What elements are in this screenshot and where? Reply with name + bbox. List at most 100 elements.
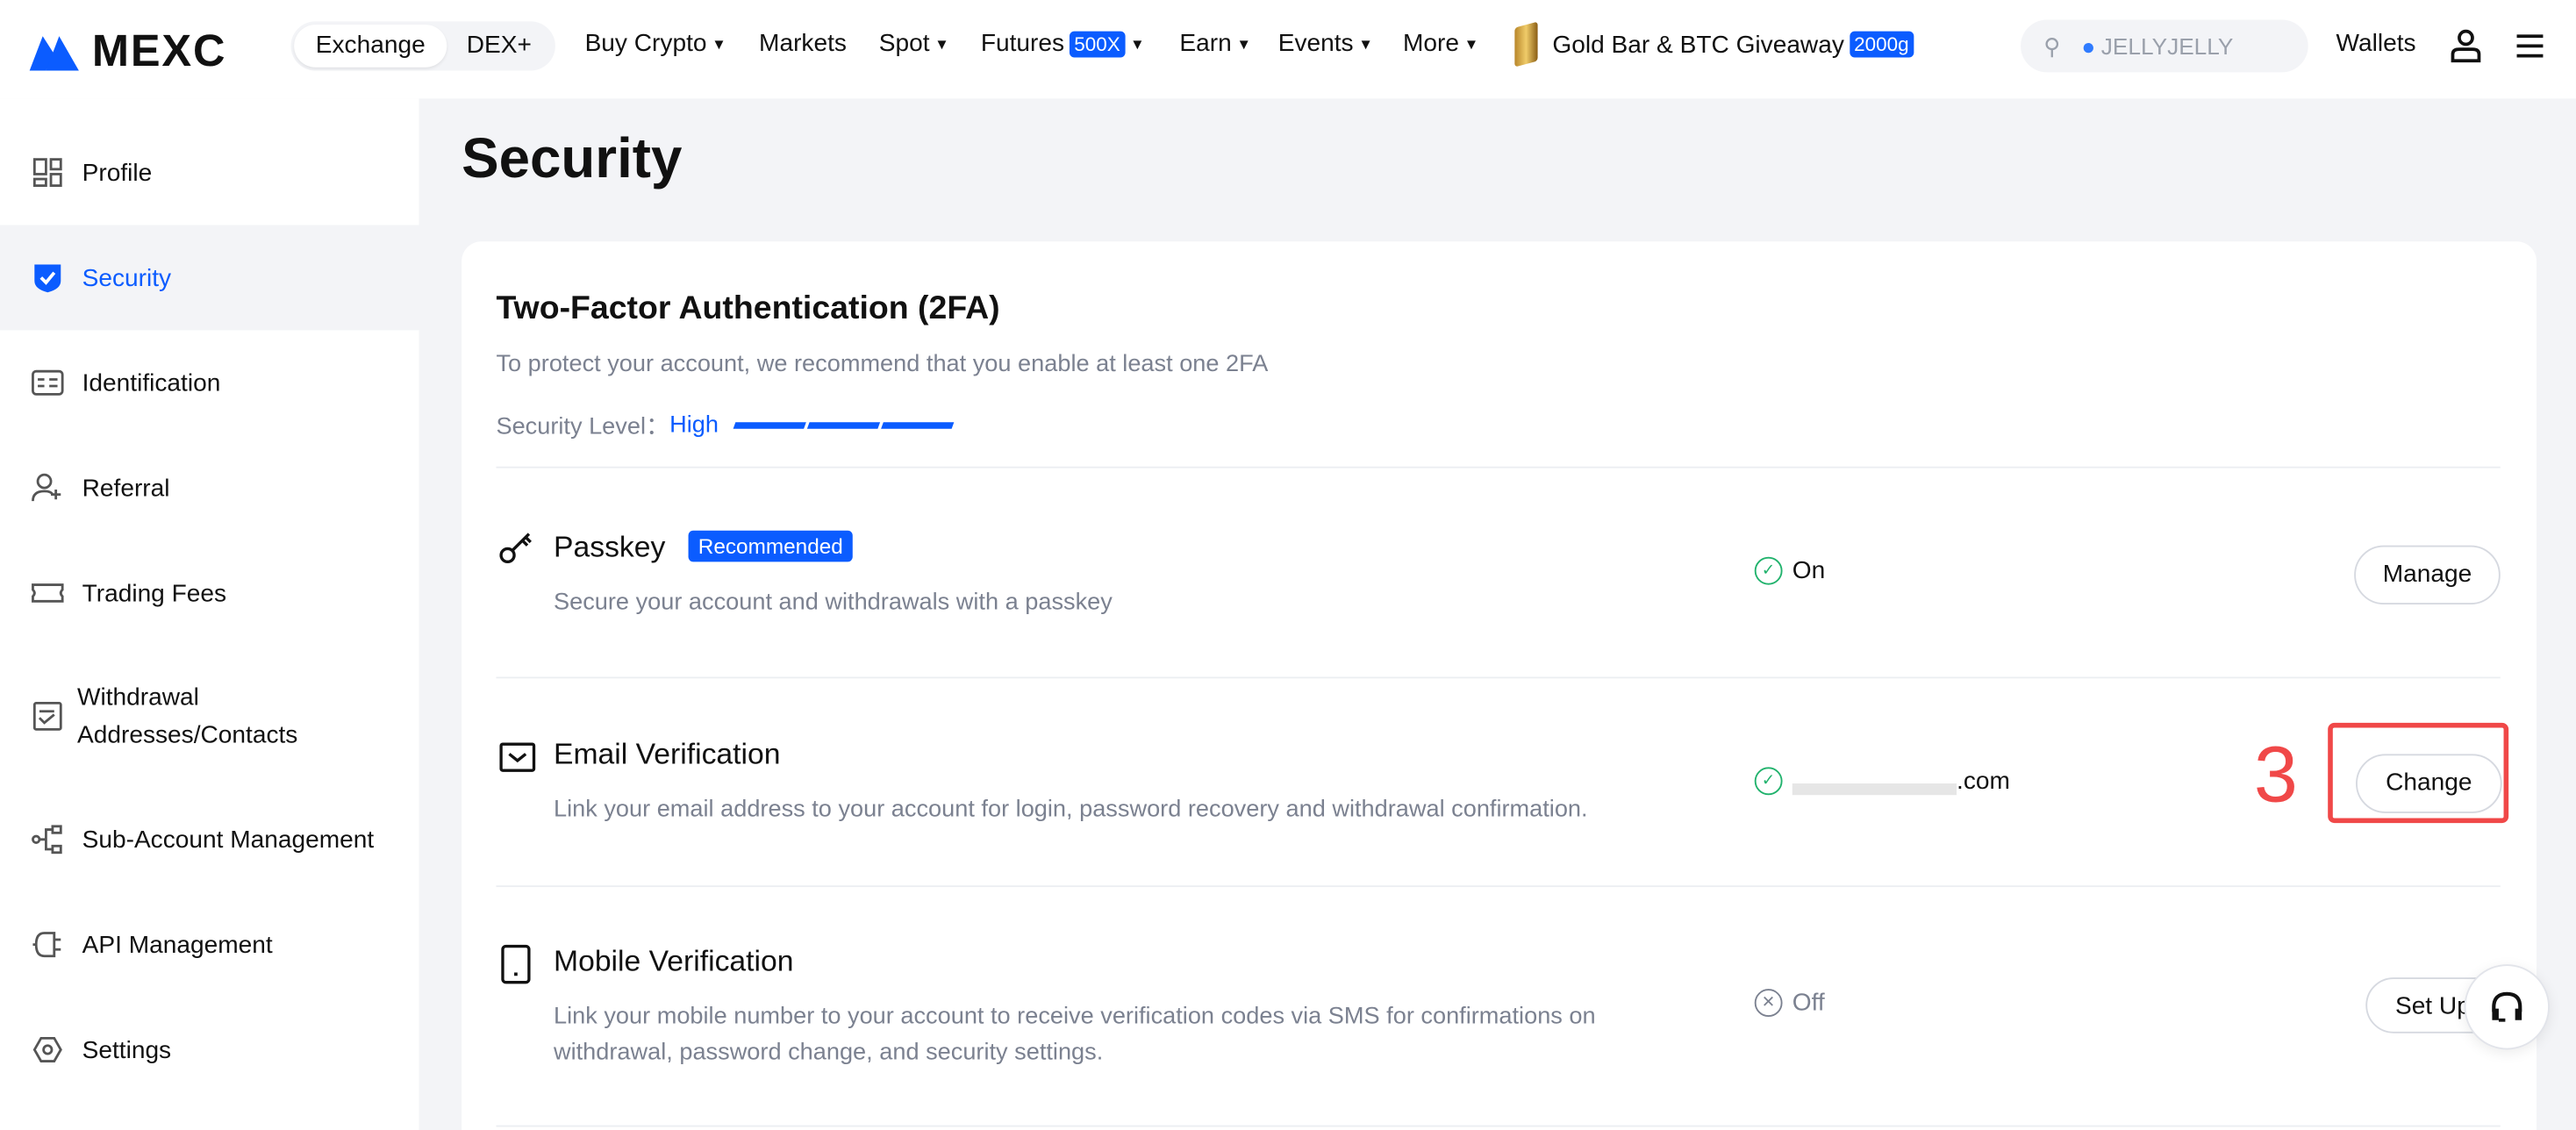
sidebar-item-label: API Management <box>82 930 273 959</box>
divider <box>496 1125 2501 1127</box>
tab-dex[interactable]: DEX+ <box>466 31 532 60</box>
wallets-link[interactable]: Wallets <box>2336 30 2416 58</box>
caret-down-icon: ▼ <box>712 35 726 52</box>
section-title: Two-Factor Authentication (2FA) <box>496 290 1000 327</box>
caret-down-icon: ▼ <box>1236 35 1252 52</box>
mobile-status: ✕ Off <box>1754 989 1825 1018</box>
caret-down-icon: ▼ <box>1463 35 1479 52</box>
sidebar-item-label: Settings <box>82 1035 172 1064</box>
sidebar-item-label: Withdrawal Addresses/Contacts <box>77 683 298 749</box>
divider <box>496 885 2501 888</box>
nav-buy-crypto[interactable]: Buy Crypto ▼ <box>585 30 726 58</box>
passkey-description: Secure your account and withdrawals with… <box>553 590 1113 617</box>
futures-badge: 500X <box>1069 30 1126 57</box>
caret-down-icon: ▼ <box>1358 35 1373 52</box>
security-level: Security Level： High <box>496 407 955 441</box>
promo-label: Gold Bar & BTC Giveaway <box>1552 30 1844 59</box>
phone-icon <box>501 944 531 984</box>
email-description: Link your email address to your account … <box>553 797 1588 824</box>
nav-events[interactable]: Events ▼ <box>1278 30 1373 58</box>
sidebar: Profile Security Identification Referral… <box>0 98 419 1130</box>
sidebar-item-settings[interactable]: Settings <box>0 998 419 1103</box>
passkey-status: ✓ On <box>1754 556 1825 585</box>
security-level-label: Security Level： <box>496 413 670 440</box>
change-email-button[interactable]: Change <box>2356 754 2502 813</box>
security-level-segment <box>807 421 881 428</box>
search-icon: ⚲ <box>2043 32 2061 60</box>
search-placeholder: JELLYJELLY <box>2100 32 2234 60</box>
sidebar-item-label: Security <box>82 263 172 292</box>
sidebar-item-api[interactable]: API Management <box>0 892 419 998</box>
support-chat-button[interactable] <box>2464 964 2550 1050</box>
manage-button[interactable]: Manage <box>2354 545 2501 605</box>
page-title: Security <box>462 128 683 191</box>
highlight-box <box>2328 722 2509 824</box>
nav-label: Futures <box>980 29 1065 58</box>
sidebar-item-trading-fees[interactable]: Trading Fees <box>0 540 419 646</box>
caret-down-icon: ▼ <box>934 35 949 52</box>
key-icon <box>499 533 532 564</box>
nav-more[interactable]: More ▼ <box>1403 30 1478 58</box>
tab-exchange[interactable]: Exchange <box>294 25 447 68</box>
sidebar-item-identification[interactable]: Identification <box>0 330 419 435</box>
nav-label: Buy Crypto <box>584 29 707 58</box>
sidebar-item-label: Trading Fees <box>82 579 227 607</box>
nav-futures[interactable]: Futures 500X ▼ <box>981 30 1145 58</box>
divider <box>496 466 2501 468</box>
menu-icon[interactable] <box>2516 32 2544 59</box>
nav-promo[interactable]: Gold Bar & BTC Giveaway 2000g <box>1514 21 1914 68</box>
section-description: To protect your account, we recommend th… <box>496 351 1269 378</box>
brand-name: MEXC <box>91 25 227 76</box>
nav-spot[interactable]: Spot ▼ <box>879 30 949 58</box>
email-status: ✓ .com <box>1754 765 2010 796</box>
recommended-badge: Recommended <box>688 530 854 562</box>
sidebar-item-profile[interactable]: Profile <box>0 120 419 225</box>
wallets-label: Wallets <box>2336 29 2416 58</box>
mode-switch: Exchange DEX+ <box>290 21 555 71</box>
nav-markets[interactable]: Markets <box>759 30 847 58</box>
gear-icon <box>32 1033 64 1066</box>
nav-label: Spot <box>878 29 930 58</box>
hierarchy-icon <box>32 823 64 855</box>
nav-label: Earn <box>1179 29 1232 58</box>
security-level-value: High <box>669 411 719 438</box>
email-title: Email Verification <box>553 737 781 771</box>
flame-icon: ● <box>2081 32 2096 60</box>
divider <box>496 676 2501 679</box>
search-input[interactable]: ⚲ ● JELLYJELLY <box>2021 19 2308 73</box>
add-user-icon <box>32 471 64 504</box>
sidebar-item-label: Sub-Account Management <box>82 825 375 854</box>
passkey-title: Passkey <box>553 530 666 564</box>
nav-label: Markets <box>759 29 847 58</box>
email-domain: .com <box>1957 766 2010 795</box>
mail-icon <box>499 742 536 772</box>
twofa-card: Two-Factor Authentication (2FA) To prote… <box>462 241 2537 1130</box>
top-header: MEXC Exchange DEX+ Buy Crypto ▼ Markets S… <box>0 0 2576 99</box>
sidebar-item-label: Identification <box>82 368 221 397</box>
nav-label: Events <box>1277 29 1354 58</box>
profile-icon <box>32 156 64 189</box>
x-circle-icon: ✕ <box>1754 989 1783 1018</box>
promo-badge: 2000g <box>1849 31 1914 58</box>
ticket-icon <box>32 576 64 609</box>
sidebar-item-label: Referral <box>82 474 170 503</box>
sidebar-item-label: Profile <box>82 158 153 187</box>
user-icon[interactable] <box>2450 28 2482 64</box>
status-label: Off <box>1792 989 1825 1018</box>
nav-earn[interactable]: Earn ▼ <box>1179 30 1251 58</box>
mobile-title: Mobile Verification <box>553 944 794 978</box>
headset-icon <box>2492 991 2522 1022</box>
sidebar-item-withdrawal-addresses[interactable]: Withdrawal Addresses/Contacts <box>0 657 419 776</box>
sidebar-item-sub-account[interactable]: Sub-Account Management <box>0 787 419 892</box>
sidebar-item-referral[interactable]: Referral <box>0 435 419 540</box>
mexc-logo-icon <box>29 35 79 70</box>
check-circle-icon: ✓ <box>1754 766 1783 795</box>
mexc-logo[interactable]: MEXC <box>26 26 226 77</box>
caret-down-icon: ▼ <box>1130 35 1145 52</box>
id-card-icon <box>32 367 64 399</box>
mobile-description: Link your mobile number to your account … <box>553 1004 1596 1067</box>
gold-bar-icon <box>1514 21 1538 68</box>
sidebar-item-security[interactable]: Security <box>0 225 419 331</box>
security-level-segment <box>733 421 807 428</box>
shield-check-icon <box>32 261 64 294</box>
